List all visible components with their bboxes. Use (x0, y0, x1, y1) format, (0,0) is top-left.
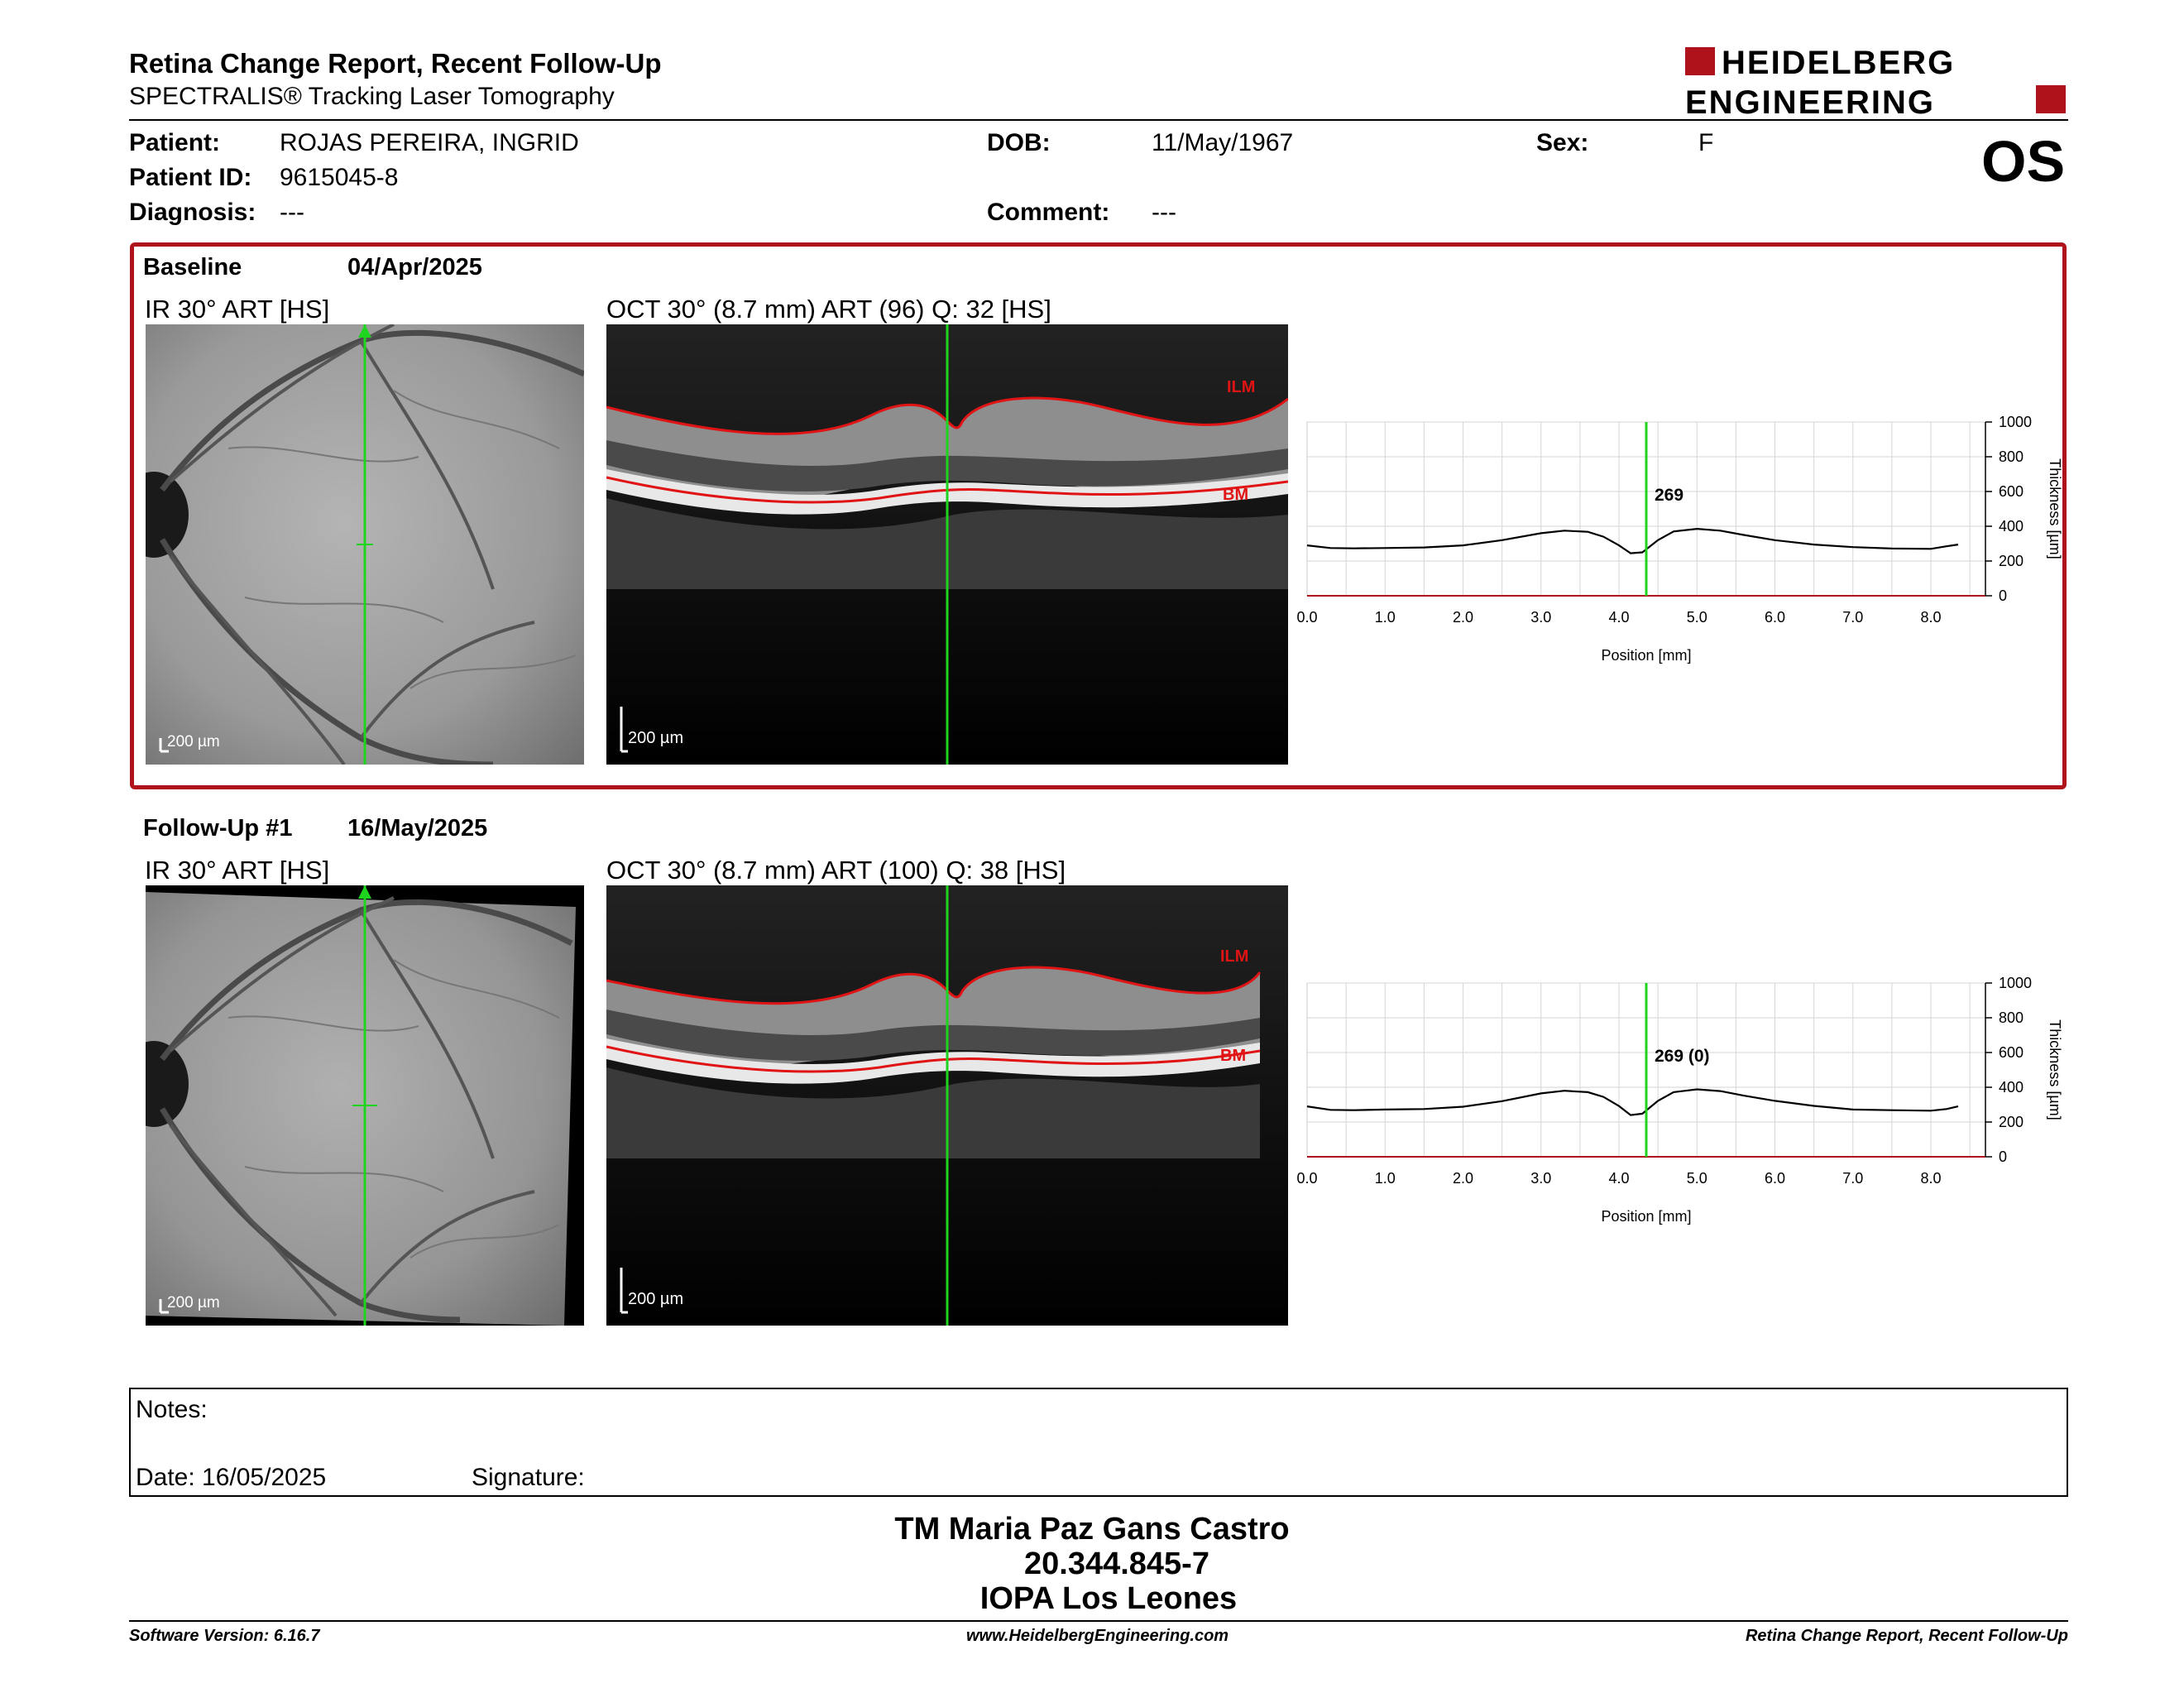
followup-bm-label: BM (1220, 1047, 1246, 1065)
y-tick-label: 0 (1999, 587, 2007, 604)
comment-label: Comment: (987, 199, 1110, 226)
software-version: Software Version: 6.16.7 (129, 1627, 320, 1645)
website-link[interactable]: www.HeidelbergEngineering.com (966, 1627, 1229, 1645)
y-axis-label: Thickness [µm] (2047, 458, 2063, 559)
cursor-thickness-label: 269 (0) (1655, 1047, 1710, 1066)
baseline-bm-label: BM (1223, 486, 1248, 504)
y-tick-label: 600 (1999, 1044, 2024, 1061)
footer-report-name: Retina Change Report, Recent Follow-Up (1745, 1627, 2068, 1645)
baseline-oct-caption: OCT 30° (8.7 mm) ART (96) Q: 32 [HS] (606, 295, 1051, 324)
baseline-oct-scale: 200 µm (628, 729, 683, 747)
notes-box[interactable] (129, 1388, 2068, 1497)
header-divider (129, 119, 2068, 121)
x-tick-label: 4.0 (1608, 1170, 1629, 1187)
x-tick-label: 3.0 (1530, 609, 1551, 626)
x-tick-label: 8.0 (1921, 609, 1942, 626)
y-tick-label: 400 (1999, 1079, 2024, 1096)
patient-id: 9615045-8 (280, 164, 399, 191)
report-title: Retina Change Report, Recent Follow-Up (129, 48, 662, 79)
x-tick-label: 2.0 (1453, 609, 1473, 626)
dob-label: DOB: (987, 129, 1051, 156)
followup-oct-scale: 200 µm (628, 1290, 683, 1308)
patient-label: Patient: (129, 129, 221, 156)
followup-thickness-chart: 0 200 400 600 800 1000 0.0 1.0 2.0 3.0 4.0 5.0 6.0 7.… (1296, 975, 2063, 1225)
thickness-series-line (1306, 527, 1959, 554)
baseline-date: 04/Apr/2025 (347, 254, 482, 281)
y-tick-label: 200 (1999, 1114, 2024, 1130)
baseline-thickness-chart: 0 200 400 600 800 1000 0.0 1.0 2.0 3.0 4.0 5.0 6.0 7.… (1296, 414, 2063, 664)
baseline-oct-image: ILM BM 200 µm (606, 324, 1288, 765)
patient-name: ROJAS PEREIRA, INGRID (280, 129, 579, 156)
footer-divider (129, 1620, 2068, 1622)
y-tick-label: 400 (1999, 518, 2024, 535)
x-tick-label: 3.0 (1530, 1170, 1551, 1187)
x-tick-label: 0.0 (1296, 609, 1317, 626)
x-axis-label: Position [mm] (1601, 1208, 1691, 1225)
patient-id-label: Patient ID: (129, 164, 252, 191)
heidelberg-logo: HEIDELBERG ENGINEERING (1685, 46, 2066, 117)
y-tick-label: 200 (1999, 553, 2024, 569)
signoff-id: 20.344.845-7 (1024, 1547, 1209, 1581)
baseline-frame (130, 242, 2067, 789)
y-tick-label: 1000 (1999, 975, 2032, 991)
thickness-series-line (1306, 1088, 1959, 1116)
x-tick-label: 5.0 (1687, 609, 1707, 626)
sex-value: F (1698, 129, 1714, 156)
logo-text-1: HEIDELBERG (1722, 46, 1955, 81)
notes-date: Date: 16/05/2025 (136, 1464, 327, 1491)
followup-label: Follow-Up #1 (143, 815, 293, 842)
x-axis-label: Position [mm] (1601, 647, 1691, 664)
x-tick-label: 4.0 (1608, 609, 1629, 626)
eye-indicator: OS (1981, 129, 2066, 194)
signoff-name: TM Maria Paz Gans Castro (894, 1512, 1290, 1547)
signoff-place: IOPA Los Leones (979, 1581, 1238, 1616)
x-tick-label: 1.0 (1375, 1170, 1396, 1187)
x-tick-label: 7.0 (1842, 609, 1863, 626)
sex-label: Sex: (1536, 129, 1589, 156)
followup-ir-scale: 200 µm (167, 1294, 220, 1312)
x-tick-label: 1.0 (1375, 609, 1396, 626)
y-tick-label: 600 (1999, 483, 2024, 500)
x-tick-label: 5.0 (1687, 1170, 1707, 1187)
diagnosis-value: --- (280, 199, 304, 226)
y-tick-label: 800 (1999, 448, 2024, 465)
followup-date: 16/May/2025 (347, 815, 488, 842)
baseline-ir-scale: 200 µm (167, 733, 220, 750)
x-tick-label: 0.0 (1296, 1170, 1317, 1187)
x-tick-label: 2.0 (1453, 1170, 1473, 1187)
y-tick-label: 0 (1999, 1149, 2007, 1165)
x-tick-label: 7.0 (1842, 1170, 1863, 1187)
signature-label: Signature: (472, 1464, 585, 1491)
cursor-thickness-label: 269 (1655, 486, 1684, 505)
x-tick-label: 6.0 (1765, 609, 1785, 626)
logo-square-bottom (2036, 85, 2066, 113)
baseline-ir-image: 200 µm (146, 324, 584, 765)
followup-oct-image: ILM BM 200 µm (606, 885, 1288, 1326)
dob-value: 11/May/1967 (1152, 129, 1294, 156)
logo-square-top (1685, 47, 1715, 75)
diagnosis-label: Diagnosis: (129, 199, 256, 226)
y-tick-label: 800 (1999, 1009, 2024, 1026)
report-subtitle: SPECTRALIS® Tracking Laser Tomography (129, 83, 615, 110)
followup-ilm-label: ILM (1220, 947, 1248, 966)
y-axis-label: Thickness [µm] (2047, 1019, 2063, 1120)
comment-value: --- (1152, 199, 1176, 226)
followup-oct-caption: OCT 30° (8.7 mm) ART (100) Q: 38 [HS] (606, 856, 1066, 885)
followup-ir-image: 200 µm (146, 885, 584, 1326)
baseline-label: Baseline (143, 254, 242, 281)
x-tick-label: 6.0 (1765, 1170, 1785, 1187)
logo-text-2: ENGINEERING (1685, 84, 1935, 117)
x-tick-label: 8.0 (1921, 1170, 1942, 1187)
baseline-ilm-label: ILM (1227, 378, 1255, 396)
baseline-ir-caption: IR 30° ART [HS] (145, 295, 330, 324)
notes-label: Notes: (136, 1396, 208, 1423)
y-tick-label: 1000 (1999, 414, 2032, 430)
followup-ir-caption: IR 30° ART [HS] (145, 856, 330, 885)
